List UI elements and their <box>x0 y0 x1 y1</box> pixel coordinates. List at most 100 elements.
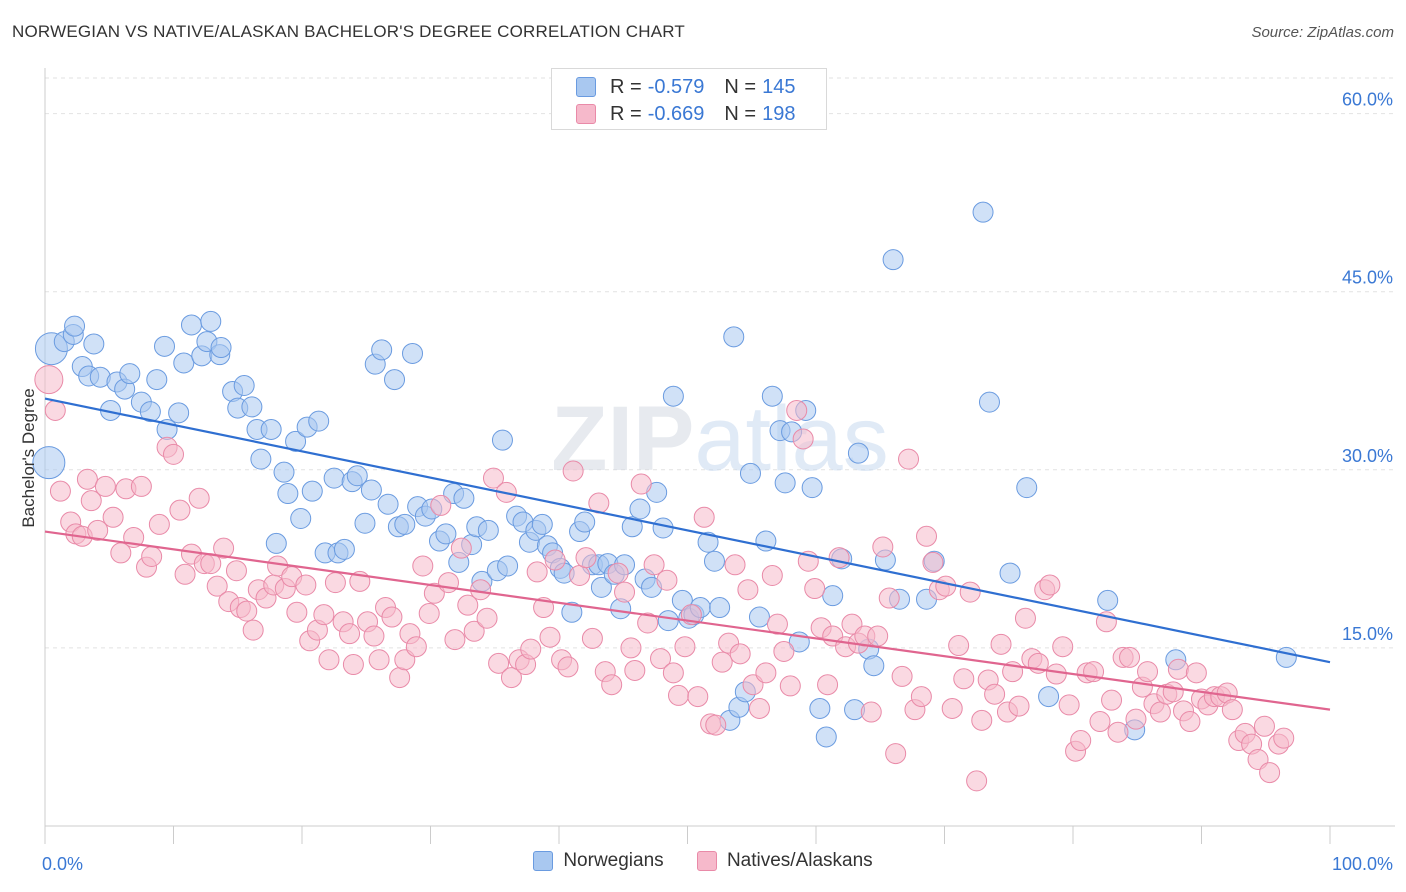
native-point <box>94 475 116 497</box>
native-point <box>163 443 184 465</box>
native-point <box>773 640 795 662</box>
native-point <box>324 572 346 594</box>
native-point <box>1185 662 1207 684</box>
norwegian-point <box>83 333 105 355</box>
norwegian-point <box>697 531 719 553</box>
native-point <box>562 460 584 482</box>
native-point <box>148 513 170 535</box>
native-point <box>463 620 485 642</box>
stats-row-natives: R = -0.669 N = 198 <box>576 101 795 127</box>
norwegian-point <box>290 507 312 529</box>
native-point <box>984 683 1006 705</box>
native-point <box>423 582 445 604</box>
native-point <box>470 579 492 601</box>
native-point <box>1058 694 1080 716</box>
native-point <box>668 684 690 706</box>
norwegian-point <box>629 498 651 520</box>
norwegian-point <box>531 513 553 535</box>
legend-item-natives[interactable]: Natives/Alaskans <box>696 850 873 872</box>
norwegian-point <box>146 369 168 391</box>
norwegian-point <box>285 430 307 452</box>
y-tick-label: 45.0% <box>1342 268 1393 288</box>
norwegian-point <box>250 448 272 470</box>
native-point <box>141 545 163 567</box>
native-point <box>959 581 981 603</box>
norwegian-point <box>453 487 475 509</box>
native-point <box>601 674 623 696</box>
native-point <box>1167 658 1189 680</box>
native-point <box>693 506 715 528</box>
stats-r-label: R = <box>610 75 642 98</box>
norwegian-point <box>265 532 287 554</box>
norwegian-point <box>346 465 368 487</box>
native-point <box>430 494 452 516</box>
native-point <box>941 697 963 719</box>
norwegian-point <box>323 467 345 489</box>
norwegian-point <box>978 391 1000 413</box>
stats-n-value: 145 <box>762 75 796 98</box>
norwegian-point <box>1016 477 1038 499</box>
native-point <box>1162 681 1184 703</box>
native-point <box>286 601 308 623</box>
native-point <box>953 668 975 690</box>
legend-swatch-natives <box>696 851 717 871</box>
native-point <box>169 499 191 521</box>
native-point <box>437 572 459 594</box>
native-point <box>916 525 938 547</box>
norwegian-point <box>377 493 399 515</box>
native-point <box>990 633 1012 655</box>
native-point <box>520 638 542 660</box>
norwegian-point <box>561 601 583 623</box>
norwegian-point <box>761 385 783 407</box>
native-point <box>922 551 944 573</box>
y-tick-label: 15.0% <box>1342 624 1393 644</box>
stats-swatch-natives <box>576 104 596 124</box>
trend-line-norwegians <box>44 397 1331 664</box>
norwegian-point <box>173 352 195 374</box>
native-point <box>318 649 340 671</box>
native-point <box>500 667 522 689</box>
native-point <box>910 686 932 708</box>
norwegian-point <box>241 396 263 418</box>
norwegian-point <box>64 315 86 337</box>
norwegian-point <box>139 401 161 423</box>
native-point <box>206 575 228 597</box>
native-point <box>817 674 839 696</box>
y-tick-label: 60.0% <box>1342 90 1393 110</box>
native-point <box>1107 721 1129 743</box>
native-point <box>650 648 672 670</box>
norwegian-point <box>371 339 393 361</box>
native-point <box>418 602 440 624</box>
native-point <box>1221 699 1243 721</box>
legend-item-norwegians[interactable]: Norwegians <box>533 850 664 872</box>
native-point <box>755 662 777 684</box>
norwegian-point <box>723 326 745 348</box>
native-point <box>1101 689 1123 711</box>
native-point <box>488 652 510 674</box>
native-point <box>748 697 770 719</box>
native-point <box>363 625 385 647</box>
norwegian-point <box>1097 589 1119 611</box>
norwegian-point <box>815 726 837 748</box>
native-point <box>624 659 646 681</box>
stats-n-label: N = <box>724 102 757 125</box>
source-label: Source: ZipAtlas.com <box>1251 24 1394 41</box>
data-points <box>32 201 1297 792</box>
native-point <box>966 770 988 792</box>
norwegian-point <box>491 429 513 451</box>
stats-swatch-norwegians <box>576 77 596 97</box>
native-point <box>450 537 472 559</box>
native-point <box>860 701 882 723</box>
norwegian-point <box>308 410 330 432</box>
native-point <box>339 623 361 645</box>
native-point <box>44 399 66 421</box>
native-point <box>1253 715 1275 737</box>
native-point <box>381 606 403 628</box>
native-point <box>724 554 746 576</box>
native-point <box>711 651 733 673</box>
norwegian-point <box>972 201 994 223</box>
norwegian-point <box>354 512 376 534</box>
norwegian-point <box>1038 686 1060 708</box>
stats-r-value: -0.579 <box>647 75 705 98</box>
